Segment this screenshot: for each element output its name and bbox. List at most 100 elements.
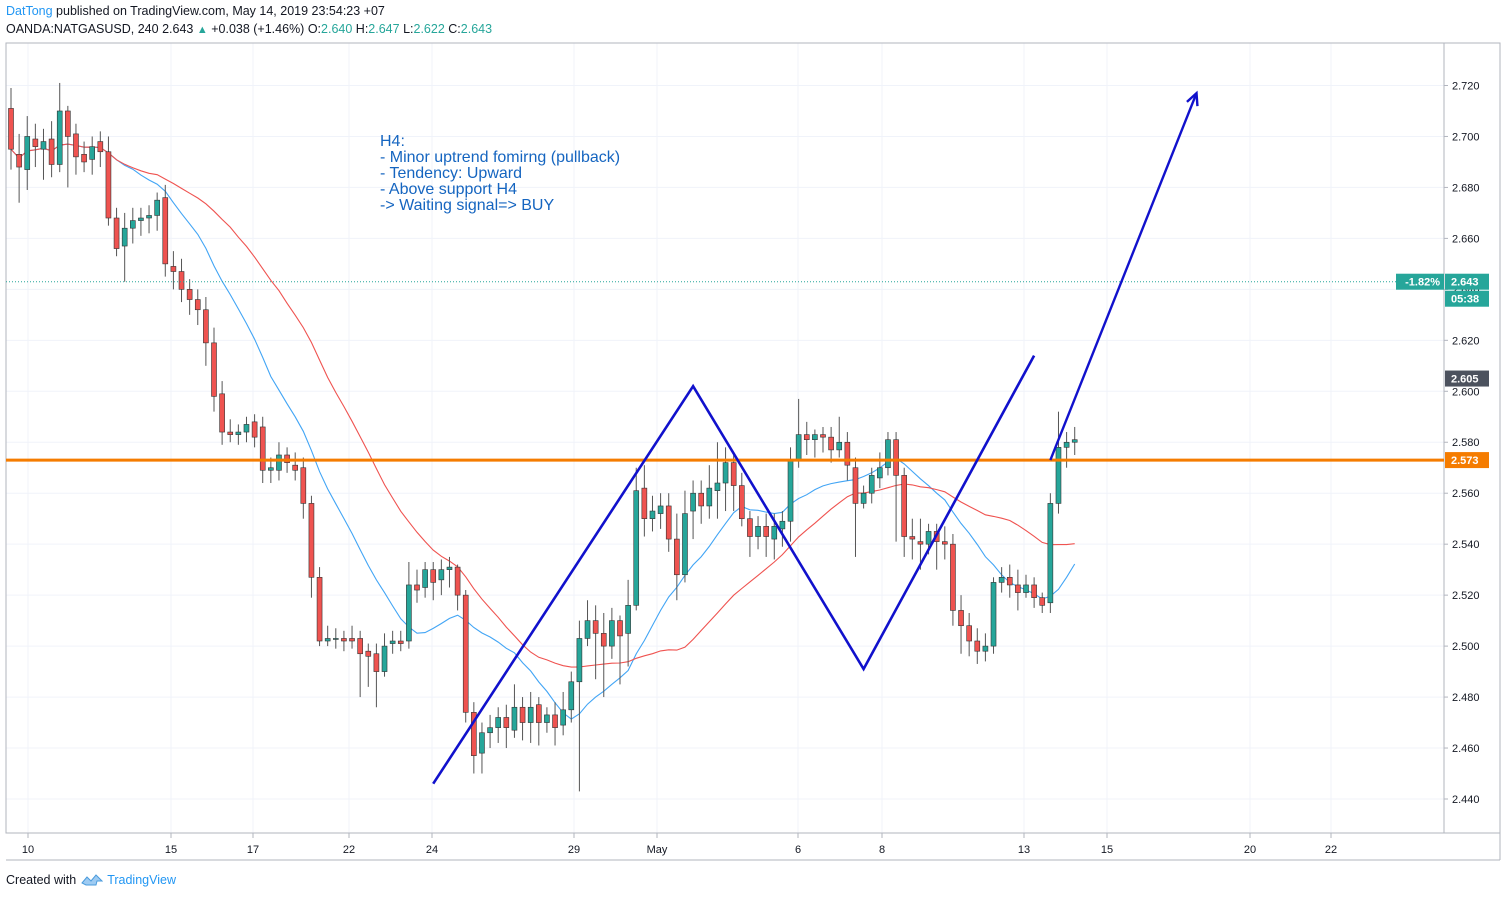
candle-up [487,714,493,749]
candle-body [690,492,696,512]
time-tick-label: 8 [879,844,885,856]
candle-body [966,625,972,642]
candle-down [901,467,908,557]
candle-up [576,620,583,792]
candle-down [592,605,599,680]
candle-down [186,279,193,315]
candle-body [860,492,867,504]
candle-down [349,625,355,649]
price-axis[interactable]: 2.7202.7002.6802.6602.6402.6202.6002.580… [1444,81,1480,806]
tradingview-link[interactable]: TradingView [107,873,176,887]
time-tick-label: 15 [165,844,177,856]
symbol-name[interactable]: OANDA:NATGASUSD, 240 [6,22,159,36]
price-axis-tags: -1.82% 2.643 05:38 2.605 2.573 [1396,273,1489,469]
candle-up [243,416,250,443]
candle-body [787,459,794,522]
candle-body [706,487,713,507]
candle-body [65,110,71,137]
candle-body [665,505,672,540]
candle-up [324,625,331,647]
candle-body [600,633,607,647]
candle-up [146,205,152,234]
candle-body [446,566,453,570]
candle-body [341,638,347,642]
support-price-tag [1445,452,1489,469]
candle-up [690,480,696,540]
candle-body [909,536,916,540]
candle-body [584,620,591,639]
price-tick-label: 2.620 [1452,335,1480,347]
countdown-tag [1445,290,1489,307]
candle-body [89,146,95,160]
candle-up [877,452,883,489]
candle-up [121,212,128,282]
candle-down [617,615,623,685]
candle-down [462,590,469,723]
candle-down [341,630,347,652]
candle-body [657,505,664,514]
candle-body [389,640,396,644]
candle-body [1015,584,1021,593]
pattern-zigzag [432,354,1036,785]
candle-body [552,714,558,728]
candle-down [162,184,169,277]
candle-down [941,526,948,560]
candle-up [1023,574,1029,598]
time-tick-label: 24 [426,844,438,856]
price-tick-label: 2.720 [1452,81,1480,93]
candle-body [48,138,55,165]
candle-down [519,697,526,741]
high-value: 2.647 [368,22,400,36]
candle-body [170,266,177,272]
candle-body [803,434,810,440]
candle-up [1047,493,1054,613]
candle-body [877,467,883,479]
candle-up [544,707,550,733]
candle-down [552,702,558,746]
author-link[interactable]: DatTong [6,4,53,18]
percent-change-tag-label: -1.82% [1405,277,1440,289]
candle-down [219,381,225,445]
time-tick-label: 15 [1101,844,1113,856]
candle-body [381,645,388,672]
candle-body [990,582,997,647]
candle-body [243,424,250,433]
candle-body [1039,597,1046,606]
candle-body [316,577,323,642]
close-value: 2.643 [460,22,493,36]
annotation-line: - Above support H4 [380,181,517,198]
candle-body [32,138,39,147]
candle-body [203,309,209,344]
candle-up [990,577,997,654]
price-tick-label: 2.660 [1452,233,1480,245]
candle-body [982,645,989,652]
candle-up [479,722,485,774]
candle-body [795,434,802,461]
candle-body [820,434,826,438]
candle-body [941,541,948,545]
candle-body [747,518,753,537]
candle-body [511,706,518,731]
candle-down [1039,592,1046,613]
candle-down [1031,577,1037,608]
candle-body [121,227,128,247]
candle-body [674,538,680,576]
candle-body [950,543,956,611]
price-axis-frame [1443,42,1501,834]
candle-body [268,467,274,471]
candle-body [649,510,656,519]
candle-body [162,197,169,265]
candle-down [454,564,461,611]
candle-body [397,640,404,644]
price-tick-label: 2.520 [1452,590,1480,602]
candle-down [300,457,307,519]
candle-up [609,607,615,659]
time-axis[interactable]: 10 15 17 22 24 29 May 6 8 13 15 20 22 [22,833,1337,856]
candle-body [130,220,136,229]
candle-up [138,207,144,236]
candle-down [852,457,859,557]
candle-down [203,297,209,366]
candle-down [471,702,477,774]
candle-body [641,487,648,519]
